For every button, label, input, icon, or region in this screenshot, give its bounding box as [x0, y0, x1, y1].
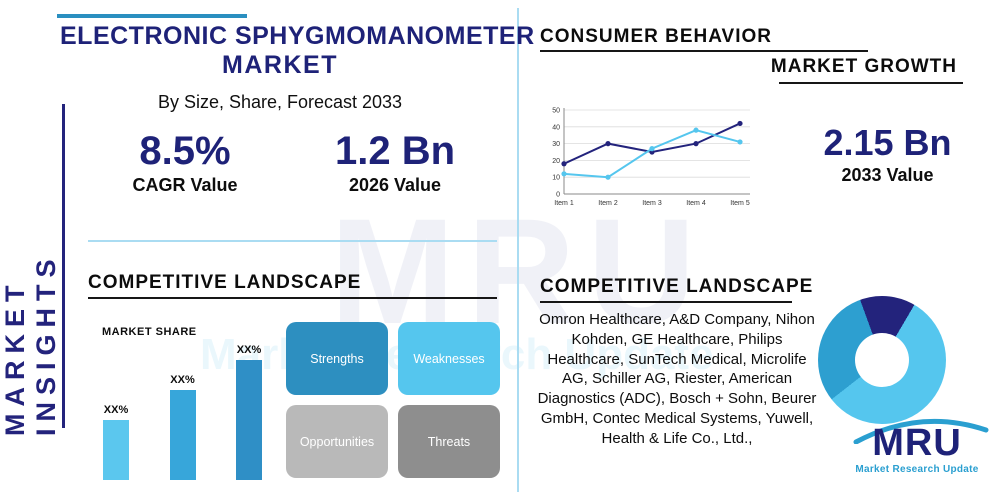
swot-grid: Strengths Weaknesses Opportunities Threa… — [286, 322, 500, 478]
svg-text:0: 0 — [556, 192, 560, 199]
page-title: ELECTRONIC SPHYGMOMANOMETER MARKET — [60, 22, 535, 80]
bar-group-1: XX% — [100, 404, 132, 480]
market-share-chart-title: MARKET SHARE — [102, 326, 197, 338]
svg-text:Item 5: Item 5 — [730, 200, 750, 207]
swot-threats-card: Threats — [398, 405, 500, 478]
value-2033-stat: 2.15 Bn 2033 Value — [795, 124, 980, 186]
mru-logo: MRU Market Research Update — [842, 418, 992, 475]
page-subtitle: By Size, Share, Forecast 2033 — [157, 92, 403, 112]
horizontal-divider — [88, 240, 497, 242]
consumer-behavior-underline — [540, 50, 868, 52]
company-list: Omron Healthcare, A&D Company, Nihon Koh… — [537, 311, 817, 447]
svg-text:30: 30 — [552, 141, 560, 148]
bar-3 — [236, 360, 262, 480]
cagr-stat: 8.5% CAGR Value — [95, 130, 275, 196]
logo-text: MRU — [872, 422, 962, 464]
bar-3-label: XX% — [236, 344, 262, 356]
swot-opportunities-card: Opportunities — [286, 405, 388, 478]
svg-text:Item 1: Item 1 — [554, 200, 574, 207]
competitive-landscape-right-heading: COMPETITIVE LANDSCAPE — [540, 276, 814, 297]
svg-text:Item 4: Item 4 — [686, 200, 706, 207]
market-growth-heading: MARKET GROWTH — [770, 56, 957, 77]
market-growth-line-chart: 0 10 20 30 40 50 Item 1 Item 2 Item 3 Item 4 Item … — [552, 108, 750, 207]
watermark-logo-text: MRU — [330, 187, 708, 355]
bar-1 — [103, 420, 129, 480]
donut-hole — [855, 333, 909, 387]
vertical-divider — [517, 8, 519, 492]
logo-swoosh-icon — [853, 418, 989, 444]
title-accent-line — [57, 14, 247, 18]
competitive-landscape-left-underline — [88, 297, 497, 299]
svg-text:Item 3: Item 3 — [642, 200, 662, 207]
market-share-bar-chart: XX% XX% XX% — [100, 342, 265, 480]
svg-text:20: 20 — [552, 158, 560, 165]
bar-group-3: XX% — [233, 344, 265, 480]
bar-2-label: XX% — [170, 374, 195, 386]
market-share-donut-chart — [818, 296, 946, 424]
competitive-landscape-right-underline — [540, 301, 792, 303]
cagr-label: CAGR Value — [132, 175, 238, 195]
market-growth-underline — [779, 82, 963, 84]
bar-group-2: XX% — [167, 374, 199, 480]
sidebar-divider-line — [62, 104, 65, 428]
bar-2 — [169, 390, 196, 480]
logo-subtext: Market Research Update — [855, 464, 979, 475]
market-insights-vertical-label: MARKET INSIGHTS — [0, 252, 61, 436]
svg-text:Item 2: Item 2 — [598, 200, 618, 207]
cagr-value: 8.5% — [139, 129, 231, 173]
bar-1-label: XX% — [103, 404, 129, 416]
value-2026-label: 2026 Value — [348, 175, 442, 195]
swot-weaknesses-card: Weaknesses — [398, 322, 500, 395]
consumer-behavior-heading: CONSUMER BEHAVIOR — [540, 26, 772, 47]
svg-text:10: 10 — [552, 175, 560, 182]
value-2033-label: 2033 Value — [841, 164, 934, 185]
svg-text:40: 40 — [552, 124, 560, 131]
value-2033: 2.15 Bn — [823, 122, 952, 163]
page-title-line2: MARKET — [222, 51, 338, 79]
value-2026-stat: 1.2 Bn 2026 Value — [305, 130, 485, 196]
swot-strengths-card: Strengths — [286, 322, 388, 395]
competitive-landscape-left-heading: COMPETITIVE LANDSCAPE — [88, 272, 362, 293]
value-2026: 1.2 Bn — [334, 129, 456, 173]
page-title-line1: ELECTRONIC SPHYGMOMANOMETER — [60, 22, 535, 50]
svg-text:50: 50 — [552, 108, 560, 115]
